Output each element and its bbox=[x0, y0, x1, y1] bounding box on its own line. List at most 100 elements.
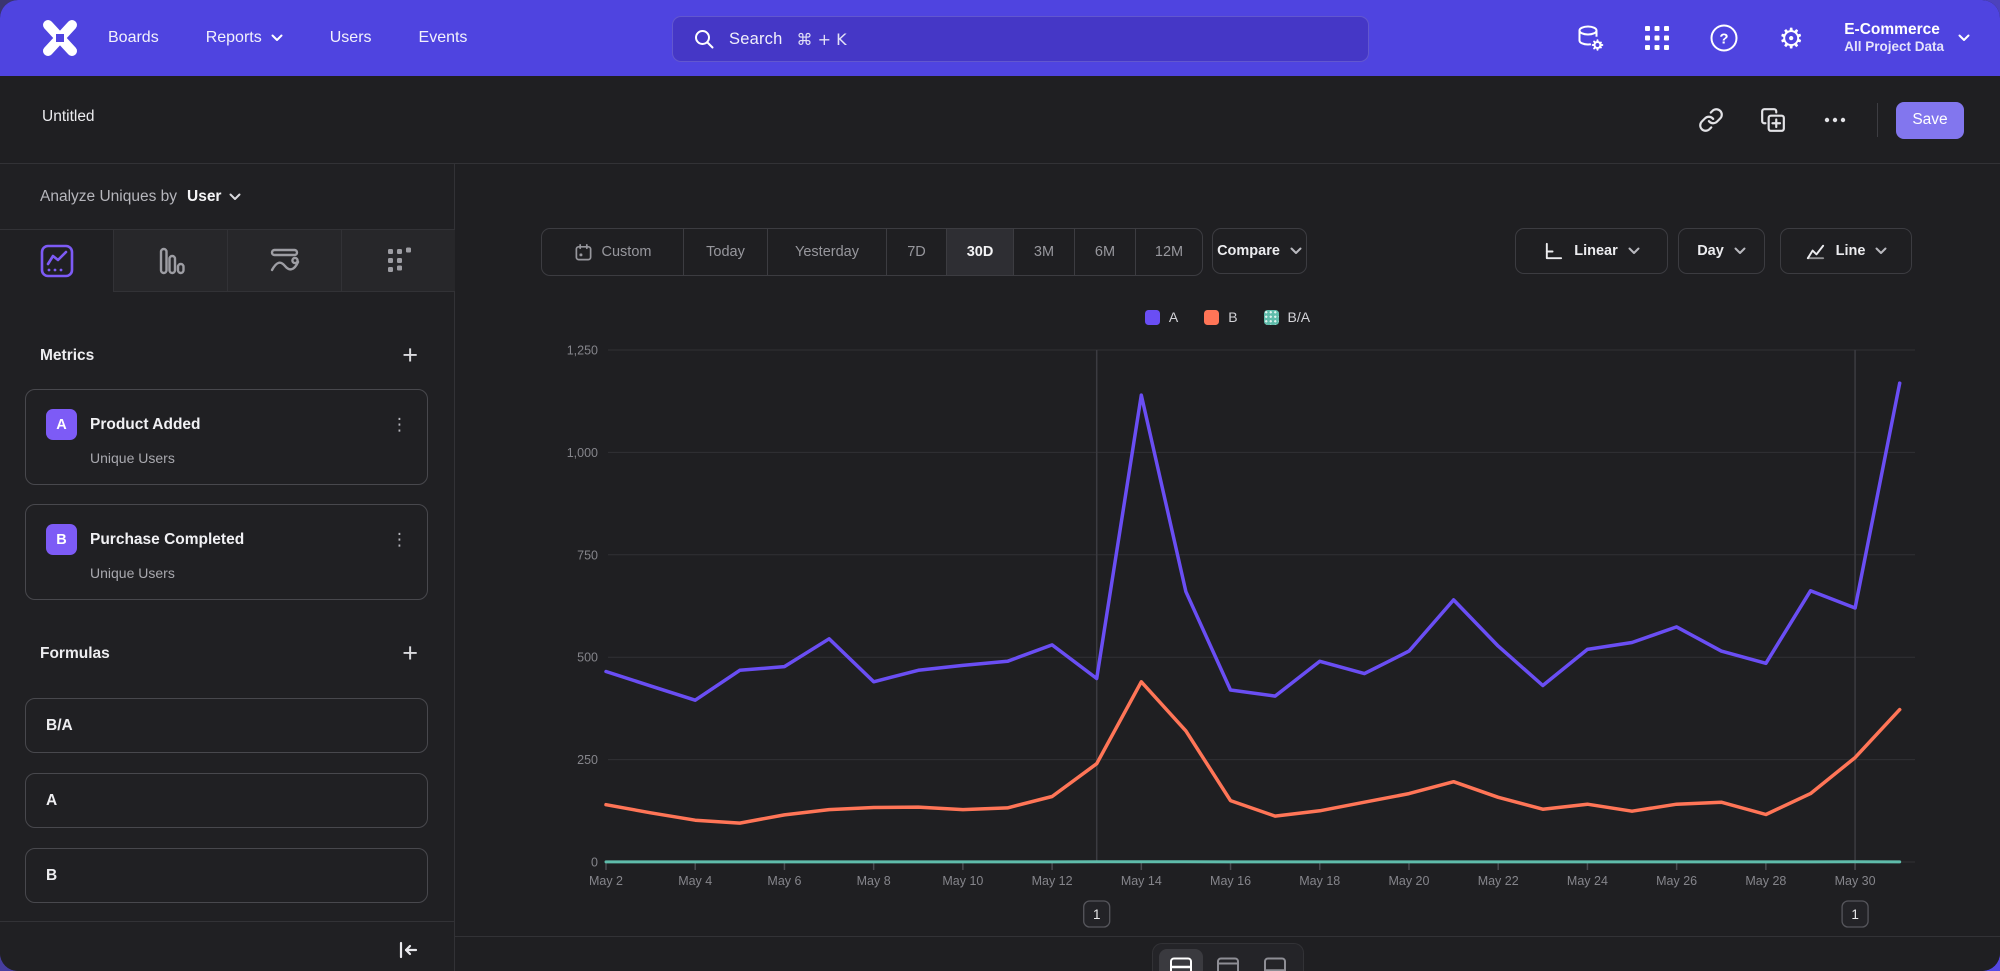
kebab-menu-icon[interactable]: ⋮ bbox=[391, 414, 409, 435]
date-range-picker: Custom Today Yesterday 7D 30D 3M 6M 12M bbox=[541, 228, 1203, 276]
metric-subtitle[interactable]: Unique Users bbox=[90, 565, 175, 581]
legend-item-ba[interactable]: B/A bbox=[1263, 309, 1311, 325]
compare-label: Compare bbox=[1217, 243, 1280, 259]
report-header: Untitled Save bbox=[0, 76, 2000, 163]
chevron-down-icon bbox=[1875, 247, 1887, 254]
bottom-bar bbox=[455, 936, 2000, 971]
help-icon[interactable]: ? bbox=[1707, 21, 1741, 55]
global-search-input[interactable]: Search ⌘ + K bbox=[672, 16, 1369, 62]
layout-chart-top-button[interactable] bbox=[1206, 949, 1250, 971]
formula-text: B/A bbox=[46, 716, 73, 734]
range-label: Today bbox=[706, 244, 745, 260]
nav-item-label: Events bbox=[418, 29, 468, 46]
range-30d[interactable]: 30D bbox=[946, 229, 1013, 275]
chevron-down-icon bbox=[1290, 247, 1302, 254]
metrics-section-header: Metrics + bbox=[40, 342, 418, 369]
chevron-down-icon bbox=[229, 193, 241, 200]
chevron-down-icon[interactable] bbox=[1958, 29, 1970, 47]
flow-tab-icon bbox=[270, 248, 299, 271]
svg-text:May 28: May 28 bbox=[1745, 874, 1786, 888]
svg-text:May 24: May 24 bbox=[1567, 874, 1608, 888]
tab-metric-grid[interactable] bbox=[341, 230, 455, 292]
formula-card-b[interactable]: B bbox=[25, 848, 428, 903]
layout-split-rows-button[interactable] bbox=[1158, 949, 1203, 971]
nav-item-reports[interactable]: Reports bbox=[206, 29, 283, 47]
analyze-value: User bbox=[187, 187, 222, 205]
navbar-right: ? ⚙ E-Commerce All Project Data bbox=[1573, 0, 2000, 76]
report-canvas: Custom Today Yesterday 7D 30D 3M 6M 12M … bbox=[455, 163, 2000, 971]
line-chart-tab-icon bbox=[40, 244, 73, 278]
range-label: 6M bbox=[1094, 244, 1116, 260]
save-button[interactable]: Save bbox=[1896, 101, 1964, 139]
range-label: 3M bbox=[1033, 244, 1055, 260]
collapse-sidebar-icon[interactable] bbox=[392, 934, 424, 966]
report-title[interactable]: Untitled bbox=[42, 108, 95, 125]
layout-chart-bottom-button[interactable] bbox=[1253, 949, 1297, 971]
metric-card-purchase-completed[interactable]: B Purchase Completed ⋮ Unique Users bbox=[25, 504, 428, 600]
scale-label: Linear bbox=[1574, 243, 1618, 259]
scale-dropdown[interactable]: Linear bbox=[1515, 228, 1668, 274]
nav-item-boards[interactable]: Boards bbox=[108, 29, 159, 47]
compare-button[interactable]: Compare bbox=[1212, 228, 1307, 274]
project-switcher[interactable]: E-Commerce All Project Data bbox=[1844, 20, 1944, 56]
search-icon bbox=[695, 30, 714, 49]
metric-subtitle[interactable]: Unique Users bbox=[90, 450, 175, 466]
range-today[interactable]: Today bbox=[683, 229, 767, 275]
nav-item-users[interactable]: Users bbox=[330, 29, 372, 47]
mixpanel-logo-icon[interactable] bbox=[38, 16, 82, 60]
copy-link-icon[interactable] bbox=[1691, 100, 1731, 140]
chevron-down-icon bbox=[1734, 247, 1746, 254]
search-shortcut: ⌘ + K bbox=[796, 29, 847, 49]
bar-chart-tab-icon bbox=[159, 247, 185, 274]
legend-item-b[interactable]: B bbox=[1204, 309, 1238, 325]
formula-text: B bbox=[46, 866, 58, 884]
calendar-icon bbox=[575, 243, 591, 260]
svg-text:May 10: May 10 bbox=[942, 874, 983, 888]
nav-item-label: Boards bbox=[108, 29, 159, 46]
tab-insights-line[interactable] bbox=[0, 230, 113, 292]
layout-split-icon bbox=[1169, 957, 1192, 971]
svg-text:May 4: May 4 bbox=[678, 874, 712, 888]
svg-text:May 26: May 26 bbox=[1656, 874, 1697, 888]
duplicate-icon[interactable] bbox=[1753, 100, 1793, 140]
add-metric-button[interactable]: + bbox=[402, 340, 418, 370]
range-label: 7D bbox=[907, 244, 926, 260]
chevron-down-icon bbox=[271, 34, 283, 41]
metric-card-product-added[interactable]: A Product Added ⋮ Unique Users bbox=[25, 389, 428, 485]
range-3m[interactable]: 3M bbox=[1013, 229, 1074, 275]
legend-swatch-a bbox=[1144, 309, 1160, 325]
range-7d[interactable]: 7D bbox=[886, 229, 946, 275]
legend-label: B/A bbox=[1287, 309, 1311, 325]
interval-dropdown[interactable]: Day bbox=[1678, 228, 1765, 274]
analyze-uniques-by-dropdown[interactable]: User bbox=[187, 188, 241, 206]
metrics-title: Metrics bbox=[40, 346, 95, 364]
range-custom[interactable]: Custom bbox=[542, 229, 683, 275]
line-chart[interactable]: 0 250 500 750 1,000 1,250 May 2 May 4 May 6 May 8… bbox=[455, 164, 2000, 936]
range-12m[interactable]: 12M bbox=[1135, 229, 1202, 275]
range-6m[interactable]: 6M bbox=[1074, 229, 1135, 275]
formula-card-a[interactable]: A bbox=[25, 773, 428, 828]
legend-swatch-ba bbox=[1263, 309, 1279, 325]
tab-flow[interactable] bbox=[227, 230, 341, 292]
add-formula-button[interactable]: + bbox=[402, 638, 418, 668]
chart-style-dropdown[interactable]: Line bbox=[1780, 228, 1912, 274]
svg-text:1,250: 1,250 bbox=[567, 344, 598, 358]
nav-item-events[interactable]: Events bbox=[419, 29, 468, 47]
metric-name: Purchase Completed bbox=[90, 530, 245, 548]
svg-text:May 22: May 22 bbox=[1478, 874, 1519, 888]
report-actions: Save bbox=[1691, 100, 1964, 140]
chart-type-tabstrip bbox=[0, 229, 455, 292]
range-yesterday[interactable]: Yesterday bbox=[767, 229, 886, 275]
more-ellipsis-icon[interactable] bbox=[1815, 100, 1855, 140]
chart-style-label: Line bbox=[1835, 243, 1866, 259]
svg-text:500: 500 bbox=[577, 651, 598, 665]
formula-card-ba[interactable]: B/A bbox=[25, 698, 428, 753]
kebab-menu-icon[interactable]: ⋮ bbox=[391, 529, 409, 550]
layout-top-bar-icon bbox=[1216, 957, 1239, 971]
tab-bar-chart[interactable] bbox=[113, 230, 227, 292]
data-management-icon[interactable] bbox=[1573, 21, 1607, 55]
legend-item-a[interactable]: A bbox=[1144, 309, 1178, 325]
apps-grid-icon[interactable] bbox=[1640, 21, 1674, 55]
settings-gear-icon[interactable]: ⚙ bbox=[1778, 21, 1804, 55]
